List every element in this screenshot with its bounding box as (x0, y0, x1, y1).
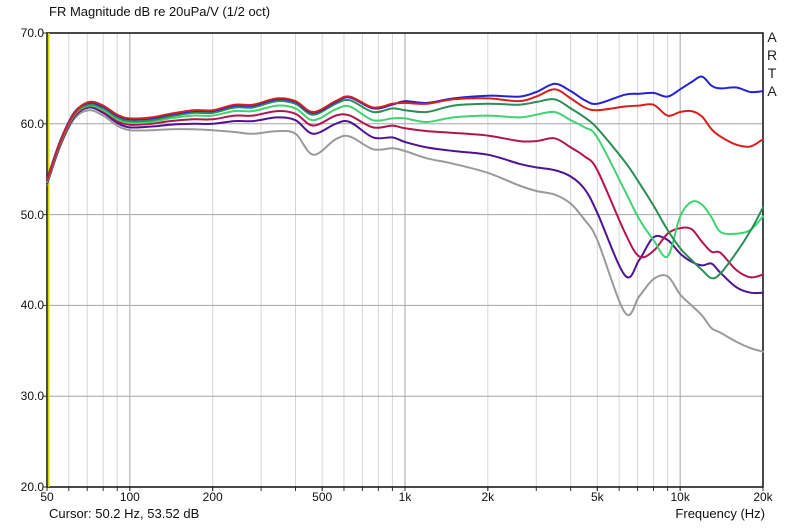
x-axis-tick-label: 1k (398, 490, 412, 504)
x-axis-tick-label: 2k (481, 490, 495, 504)
fr-curve-light-green (46, 104, 764, 259)
x-axis-caption: Frequency (Hz) (675, 506, 765, 521)
watermark-letter: A (767, 29, 777, 45)
y-axis-tick-label: 60.0 (20, 116, 44, 131)
y-axis-tick-label: 30.0 (20, 389, 44, 404)
x-axis-tick-label: 100 (119, 490, 140, 504)
watermark-letter: A (767, 83, 777, 99)
fr-curve-purple (46, 106, 764, 295)
cursor-readout: Cursor: 50.2 Hz, 53.52 dB (49, 506, 200, 521)
x-axis-tick-label: 50 (40, 490, 54, 504)
arta-watermark: A R T A (764, 28, 780, 100)
y-axis-tick-label: 20.0 (20, 480, 44, 494)
fr-curve-crimson (46, 105, 764, 279)
x-axis-tick-label: 200 (202, 490, 223, 504)
y-axis-tick-label: 70.0 (20, 26, 44, 40)
fr-curve-dark-green (46, 98, 764, 280)
x-axis-tick-label: 10k (670, 490, 690, 504)
x-axis-tick-label: 5k (590, 490, 604, 504)
x-axis-tick-label: 20k (753, 490, 773, 504)
x-axis-tick-label: 500 (312, 490, 333, 504)
fr-curve-gray (46, 109, 764, 353)
y-axis-tick-label: 50.0 (20, 207, 44, 222)
y-axis-tick-label: 40.0 (20, 298, 44, 313)
plot-frame (46, 32, 764, 488)
watermark-letter: R (766, 47, 778, 63)
chart-title: FR Magnitude dB re 20uPa/V (1/2 oct) (49, 4, 271, 19)
watermark-letter: T (767, 65, 777, 81)
fr-curve-red (46, 88, 764, 182)
